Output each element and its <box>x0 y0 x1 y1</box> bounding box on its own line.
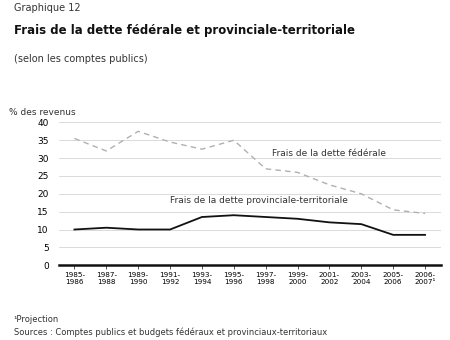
Text: ¹Projection: ¹Projection <box>14 314 59 323</box>
Text: Graphique 12: Graphique 12 <box>14 3 80 13</box>
Text: Frais de la dette provinciale-territoriale: Frais de la dette provinciale-territoria… <box>170 196 348 205</box>
Text: Frais de la dette fédérale et provinciale-territoriale: Frais de la dette fédérale et provincial… <box>14 24 355 37</box>
Text: Sources : Comptes publics et budgets fédéraux et provinciaux-territoriaux: Sources : Comptes publics et budgets féd… <box>14 327 327 337</box>
Text: Frais de la dette fédérale: Frais de la dette fédérale <box>272 149 386 158</box>
Text: % des revenus: % des revenus <box>9 108 76 117</box>
Text: (selon les comptes publics): (selon les comptes publics) <box>14 54 147 64</box>
